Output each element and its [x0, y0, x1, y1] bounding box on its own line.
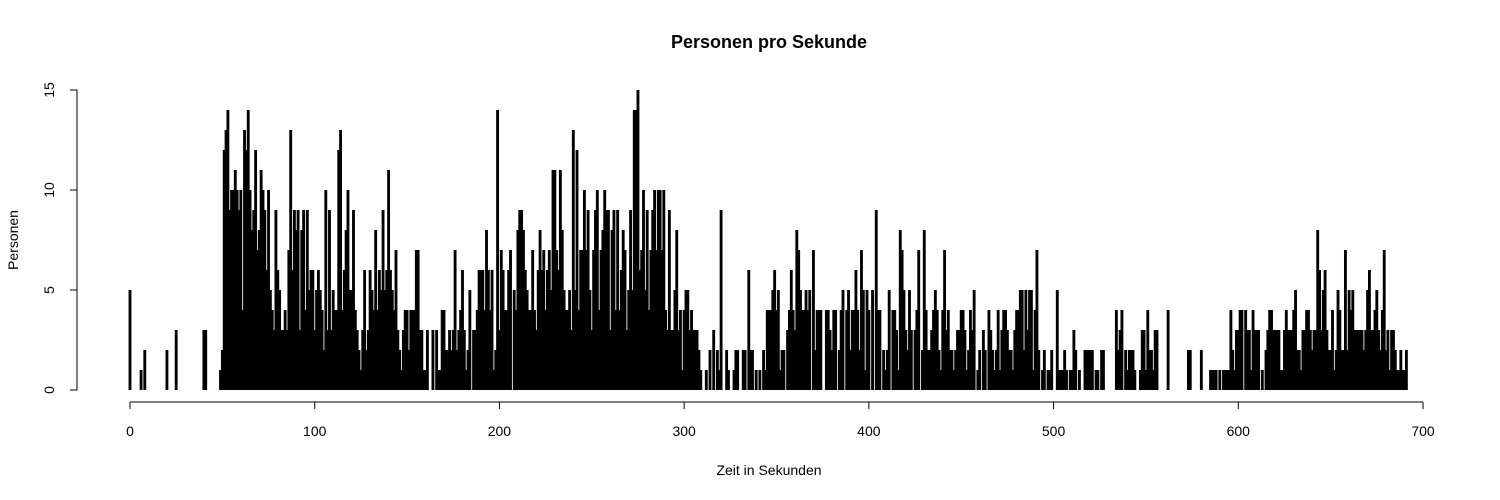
y-tick-label: 10 — [41, 182, 57, 198]
x-tick-label: 100 — [303, 423, 327, 439]
y-tick-label: 0 — [41, 386, 57, 394]
x-tick-label: 500 — [1042, 423, 1066, 439]
bars-group — [128, 90, 1408, 390]
y-axis-label: Personen — [5, 210, 21, 270]
y-tick-label: 5 — [41, 286, 57, 294]
x-tick-label: 0 — [126, 423, 134, 439]
x-tick-label: 700 — [1411, 423, 1435, 439]
x-tick-label: 300 — [672, 423, 696, 439]
y-tick-label: 15 — [41, 82, 57, 98]
x-tick-label: 600 — [1227, 423, 1251, 439]
y-axis: 0 5 10 15 — [41, 82, 78, 394]
x-tick-label: 200 — [488, 423, 512, 439]
chart-title: Personen pro Sekunde — [671, 32, 867, 52]
x-axis: 0 100 200 300 400 500 600 700 — [126, 401, 1435, 439]
x-tick-label: 400 — [857, 423, 881, 439]
x-axis-label: Zeit in Sekunden — [716, 462, 821, 478]
